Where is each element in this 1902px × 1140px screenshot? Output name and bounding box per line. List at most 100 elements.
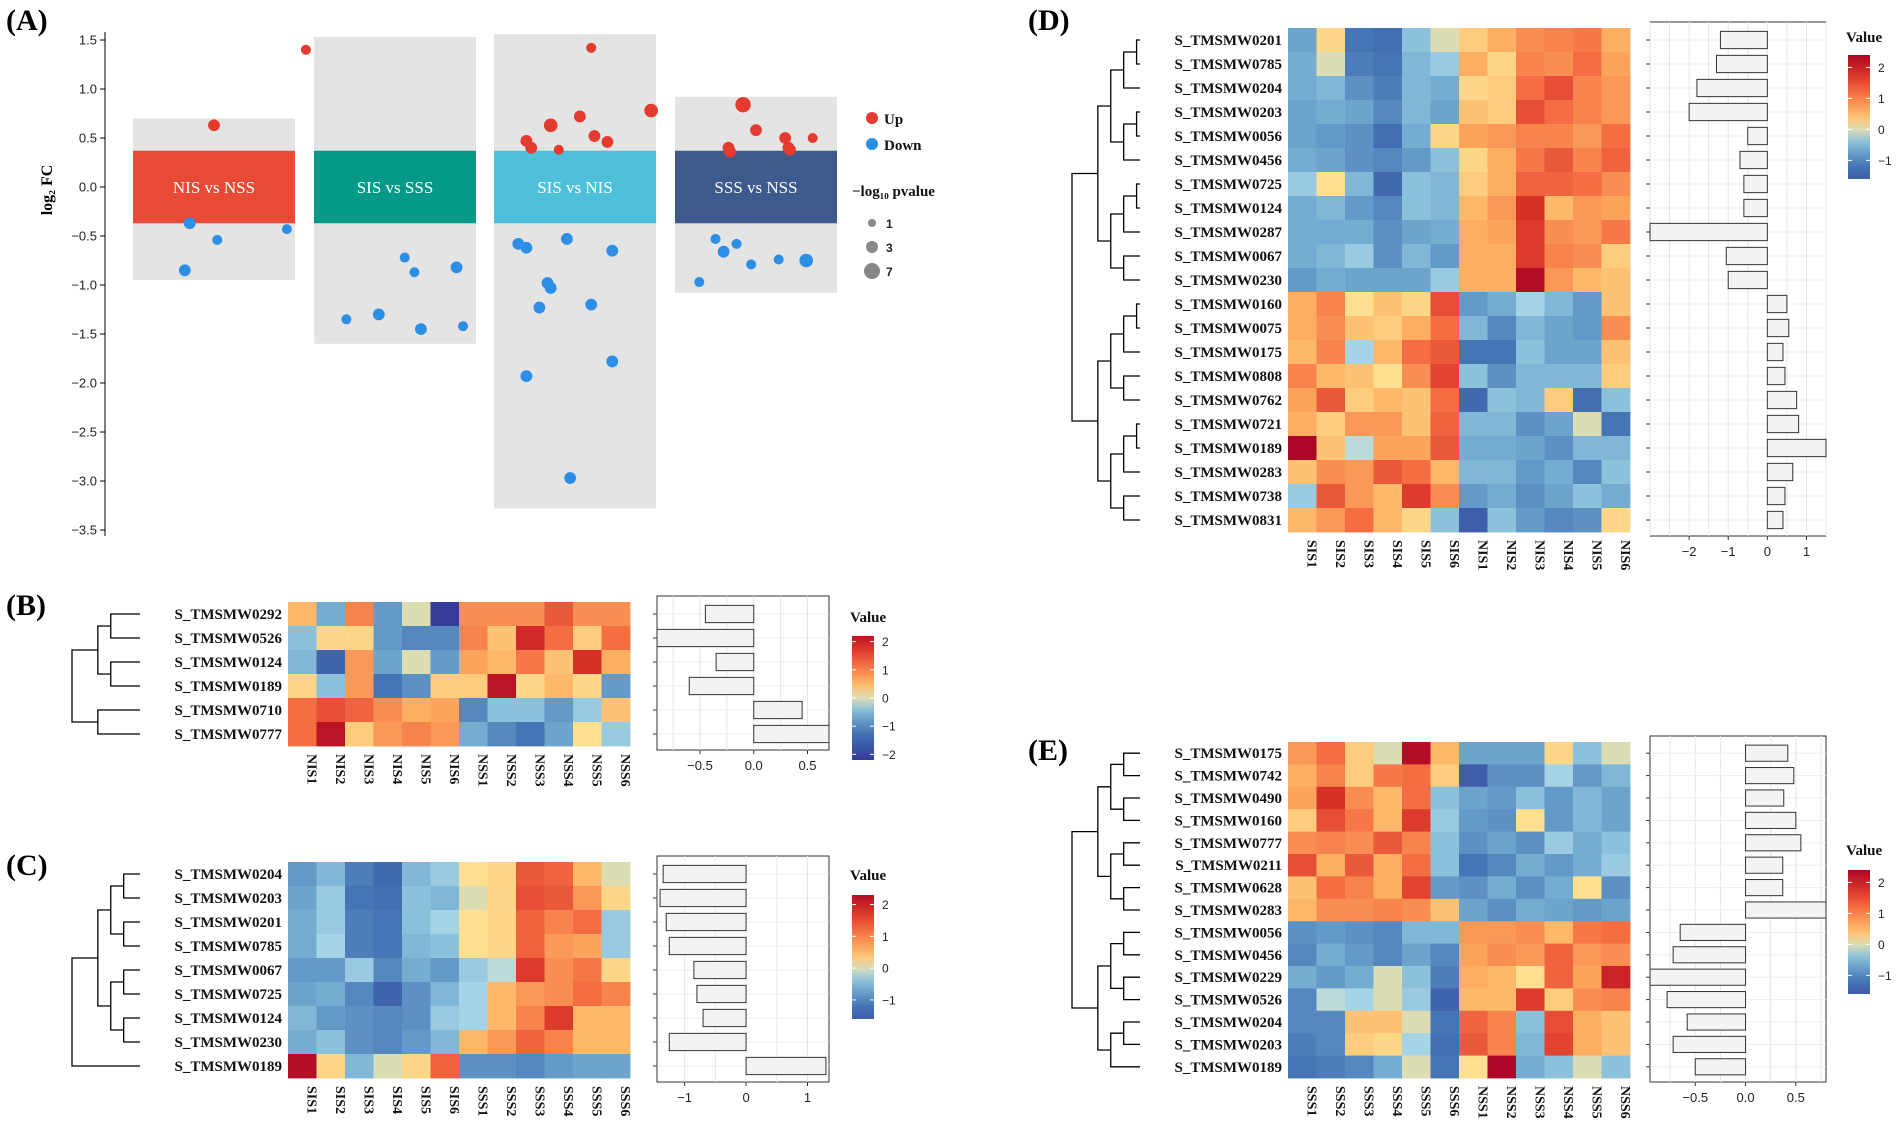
heatmap-cell (1487, 316, 1517, 341)
heatmap-cell (345, 722, 374, 747)
column-label: NSS3 (1531, 1086, 1546, 1119)
heatmap-cell (601, 722, 631, 747)
color-legend-tick-label: 2 (1878, 61, 1885, 75)
heatmap-cell (1430, 148, 1460, 173)
heatmap-cell (1373, 76, 1403, 101)
heatmap-cell (1345, 921, 1374, 944)
heatmap-cell (601, 958, 631, 983)
heatmap-cell (1544, 742, 1574, 765)
heatmap-cell (316, 958, 346, 983)
heatmap-cell (1573, 436, 1602, 461)
heatmap-cell (516, 1006, 545, 1031)
heatmap-cell (1573, 809, 1602, 832)
heatmap-cell (1373, 244, 1403, 269)
dendrogram-branch (123, 969, 140, 995)
heatmap-cell (1516, 854, 1545, 877)
dendrogram-branch (1110, 333, 1124, 389)
heatmap-cell (1373, 316, 1403, 341)
heatmap-cell (1430, 764, 1460, 788)
column-label: NIS3 (1531, 540, 1546, 570)
row-label: S_TMSMW0067 (174, 963, 282, 979)
heatmap-cell (1402, 1033, 1431, 1056)
down-point (710, 233, 721, 244)
heatmap-cell (573, 1030, 602, 1055)
heatmap-cell (1288, 340, 1317, 365)
heatmap-cell (1373, 898, 1403, 922)
heatmap-cell (1288, 268, 1317, 293)
column-label: SIS5 (1417, 540, 1432, 568)
heatmap-cell (1573, 876, 1602, 900)
heatmap-cell (1487, 436, 1517, 461)
heatmap-cell (288, 910, 317, 935)
dendrogram-branch (1123, 315, 1140, 353)
heatmap-cell (1516, 876, 1545, 900)
heatmap-cell (1516, 340, 1545, 365)
down-point (520, 370, 533, 383)
column-label: SIS6 (1446, 540, 1461, 568)
heatmap-cell (1373, 876, 1403, 900)
heatmap-cell (1373, 196, 1403, 221)
heatmap-cell (373, 602, 403, 627)
row-label: S_TMSMW0056 (1174, 129, 1282, 145)
heatmap-cell (1373, 172, 1403, 197)
heatmap-cell (1459, 988, 1488, 1012)
heatmap-cell (1601, 988, 1631, 1012)
bar (1743, 198, 1768, 218)
heatmap-cell (1459, 1033, 1488, 1056)
row-label: S_TMSMW0203 (1174, 1037, 1282, 1053)
color-legend-title: Value (1846, 30, 1882, 46)
heatmap-cell (1316, 364, 1346, 389)
heatmap-cell (1601, 898, 1631, 922)
heatmap-cell (516, 958, 545, 983)
heatmap-cell (1487, 340, 1517, 365)
heatmap-cell (1288, 1010, 1317, 1034)
heatmap-cell (1316, 100, 1346, 125)
heatmap-cell (1573, 412, 1602, 437)
heatmap-cell (1573, 1010, 1602, 1034)
heatmap-cell (1373, 943, 1403, 967)
heatmap-cell (1430, 988, 1460, 1012)
heatmap-cell (487, 910, 517, 935)
color-legend-title: Value (850, 610, 886, 626)
bar-x-tick-label: 0.5 (1787, 1090, 1805, 1105)
heatmap-cell (459, 862, 488, 887)
heatmap-cell (430, 1054, 460, 1079)
heatmap-cell (1316, 943, 1346, 967)
heatmap-cell (516, 698, 545, 723)
heatmap-cell (601, 626, 631, 651)
y-tick-label: −2.0 (71, 376, 97, 391)
heatmap-cell (1373, 484, 1403, 509)
heatmap-cell (601, 674, 631, 699)
heatmap-cell (1516, 786, 1545, 810)
heatmap-cell (1402, 508, 1431, 533)
heatmap-cell (1601, 742, 1631, 765)
heatmap-cell (1430, 809, 1460, 832)
heatmap-cell (316, 886, 346, 911)
heatmap-cell (1316, 148, 1346, 173)
heatmap-cell (1487, 268, 1517, 293)
heatmap-cell (1316, 28, 1346, 53)
heatmap-cell (1288, 220, 1317, 245)
heatmap-cell (487, 1054, 517, 1079)
heatmap-cell (1544, 100, 1574, 125)
column-label: NIS2 (1503, 540, 1518, 570)
heatmap-cell (1345, 76, 1374, 101)
heatmap-cell (1487, 364, 1517, 389)
heatmap-cell (1459, 809, 1488, 832)
row-label: S_TMSMW0831 (1174, 513, 1282, 529)
heatmap-cell (1487, 988, 1517, 1012)
heatmap-cell (1516, 508, 1545, 533)
heatmap-cell (487, 982, 517, 1007)
y-axis-label: log₂ FC (39, 165, 56, 216)
heatmap-cell (1316, 831, 1346, 855)
row-label: S_TMSMW0175 (1174, 746, 1282, 762)
row-label: S_TMSMW0777 (174, 727, 282, 743)
heatmap-cell (1402, 742, 1431, 765)
legend-size-label: 7 (886, 265, 893, 279)
heatmap-cell (1459, 764, 1488, 788)
heatmap-cell (1573, 388, 1602, 413)
heatmap-cell (1373, 292, 1403, 317)
heatmap-cell (288, 934, 317, 959)
heatmap-cell (1402, 52, 1431, 77)
